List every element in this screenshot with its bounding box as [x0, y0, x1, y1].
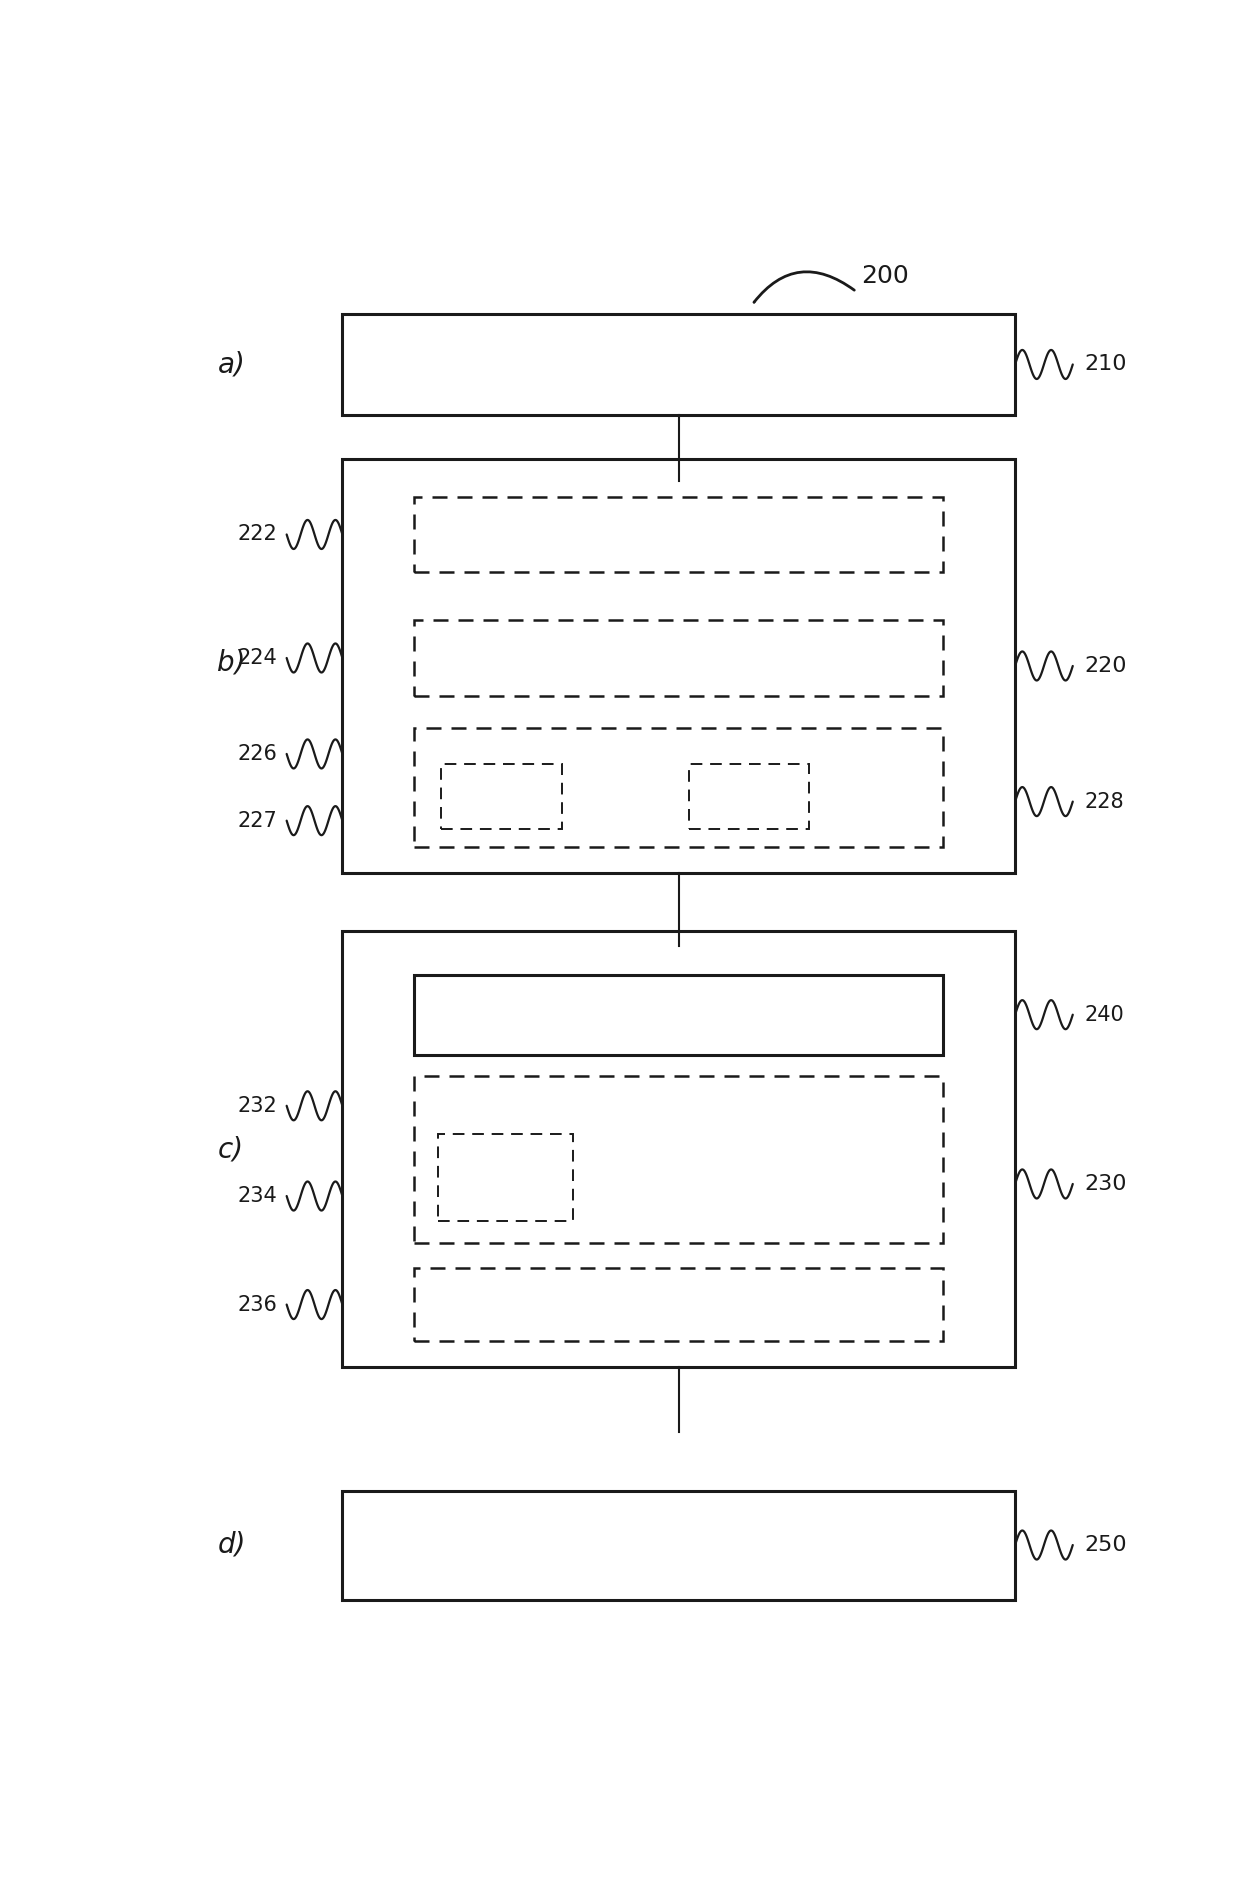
- FancyArrowPatch shape: [754, 272, 854, 302]
- Text: 226: 226: [237, 743, 277, 764]
- Bar: [414, 1076, 942, 1244]
- Text: 220: 220: [1084, 657, 1127, 676]
- Bar: [441, 764, 562, 830]
- Text: 250: 250: [1084, 1534, 1127, 1555]
- Bar: [414, 976, 942, 1055]
- Text: 200: 200: [862, 264, 909, 289]
- Text: 210: 210: [1084, 355, 1127, 374]
- Bar: [689, 764, 810, 830]
- Text: b): b): [217, 649, 246, 676]
- Text: c): c): [217, 1136, 243, 1162]
- Text: 234: 234: [237, 1187, 277, 1206]
- Bar: [342, 313, 1016, 415]
- Bar: [414, 496, 942, 572]
- Bar: [414, 621, 942, 696]
- Text: 228: 228: [1084, 791, 1123, 811]
- Text: 236: 236: [237, 1294, 277, 1315]
- Bar: [439, 1134, 573, 1221]
- Bar: [414, 1268, 942, 1342]
- Text: 224: 224: [237, 647, 277, 668]
- Text: 227: 227: [237, 811, 277, 830]
- Text: 230: 230: [1084, 1174, 1127, 1194]
- Text: 232: 232: [237, 1096, 277, 1115]
- Text: a): a): [217, 351, 246, 379]
- Bar: [342, 930, 1016, 1366]
- Text: 240: 240: [1084, 1004, 1123, 1025]
- Text: d): d): [217, 1530, 246, 1559]
- Bar: [342, 1491, 1016, 1600]
- Bar: [342, 459, 1016, 874]
- Bar: [414, 728, 942, 847]
- Text: 222: 222: [237, 525, 277, 545]
